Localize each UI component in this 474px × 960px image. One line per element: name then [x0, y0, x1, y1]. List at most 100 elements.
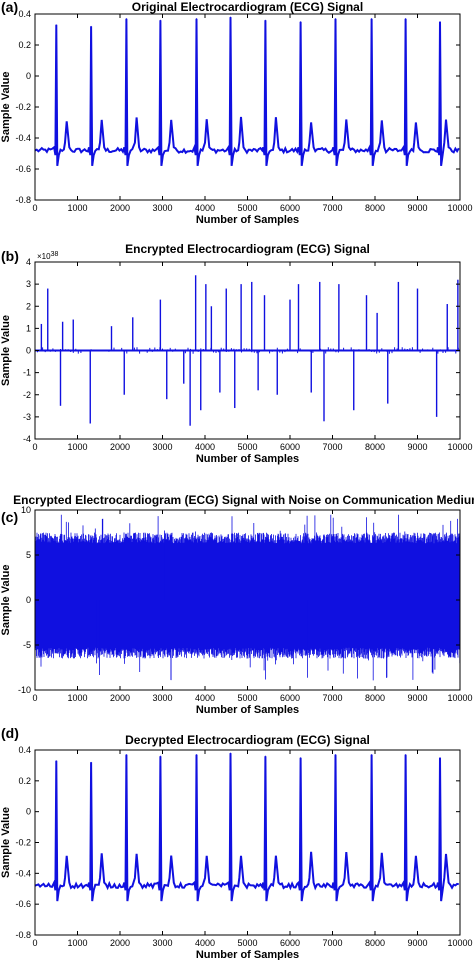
y-tick-label: -4 — [23, 434, 31, 444]
y-axis-label: Sample Value — [0, 565, 12, 636]
x-tick-label: 2000 — [110, 442, 130, 452]
r-peak-point — [264, 19, 266, 21]
chart-panel-3: (c) Encrypted Electrocardiogram (ECG) Sig… — [0, 493, 474, 716]
x-tick-label: 5000 — [237, 442, 257, 452]
y-tick-label: 3 — [26, 279, 31, 289]
r-peak-point — [334, 754, 336, 756]
x-tick-label: 4000 — [195, 203, 215, 213]
x-tick-label: 2000 — [110, 938, 130, 948]
panel-label: (c) — [1, 509, 18, 525]
x-tick-label: 6000 — [280, 938, 300, 948]
x-tick-label: 1000 — [67, 693, 87, 703]
r-peak-point — [125, 754, 127, 756]
x-tick-label: 7000 — [322, 203, 342, 213]
y-tick-label: 5 — [26, 550, 31, 560]
chart-panel-1: (a) Original Electrocardiogram (ECG) Sign… — [0, 0, 473, 226]
x-tick-label: 0 — [32, 938, 37, 948]
r-peak-point — [55, 24, 57, 26]
x-tick-label: 2000 — [110, 203, 130, 213]
axes-box — [34, 749, 461, 936]
y-multiplier-label: ×1038 — [37, 251, 58, 261]
y-tick-label: -0.6 — [15, 899, 31, 909]
axes-box — [34, 13, 461, 201]
x-tick-label: 4000 — [195, 442, 215, 452]
x-tick-label: 9000 — [407, 693, 427, 703]
x-tick-label: 6000 — [280, 693, 300, 703]
y-tick-label: 0.2 — [18, 776, 31, 786]
x-axis-label: Number of Samples — [196, 214, 299, 226]
panel-label: (b) — [1, 248, 19, 264]
r-peak-point — [334, 18, 336, 20]
y-axis-label: Sample Value — [0, 72, 12, 143]
x-tick-label: 2000 — [110, 693, 130, 703]
r-peak-point — [405, 754, 407, 756]
x-tick-label: 7000 — [322, 442, 342, 452]
x-tick-label: 0 — [32, 693, 37, 703]
x-tick-label: 8000 — [365, 938, 385, 948]
y-tick-label: 0 — [26, 71, 31, 81]
y-tick-label: 0.4 — [18, 9, 31, 19]
r-peak-point — [230, 16, 231, 18]
y-tick-label: 2 — [26, 301, 31, 311]
y-tick-label: -0.2 — [15, 838, 31, 848]
x-tick-label: 6000 — [280, 442, 300, 452]
r-peak-point — [371, 18, 373, 20]
x-axis-label: Number of Samples — [196, 453, 299, 465]
x-tick-label: 8000 — [365, 203, 385, 213]
r-peak-point — [300, 21, 302, 23]
y-tick-label: -0.4 — [15, 868, 31, 878]
x-tick-label: 3000 — [152, 442, 172, 452]
r-peak-point — [196, 18, 197, 20]
y-tick-label: -0.2 — [15, 102, 31, 112]
panel-label: (a) — [1, 0, 18, 15]
y-tick-label: -2 — [23, 390, 31, 400]
r-peak-point — [159, 19, 161, 21]
chart-panel-4: (d) Decrypted Electrocardiogram (ECG) Sig… — [0, 725, 473, 960]
y-tick-label: -3 — [23, 412, 31, 422]
chart-title: Encrypted Electrocardiogram (ECG) Signal… — [13, 493, 474, 507]
chart-title: Encrypted Electrocardiogram (ECG) Signal — [125, 242, 370, 256]
r-peak-point — [90, 25, 92, 27]
y-tick-label: -10 — [18, 685, 31, 695]
x-tick-label: 4000 — [195, 693, 215, 703]
y-tick-label: 1 — [26, 323, 31, 333]
x-tick-label: 8000 — [365, 693, 385, 703]
x-tick-label: 3000 — [152, 203, 172, 213]
x-tick-label: 1000 — [67, 442, 87, 452]
x-tick-label: 9000 — [407, 938, 427, 948]
x-tick-label: 6000 — [280, 203, 300, 213]
chart-title: Original Electrocardiogram (ECG) Signal — [132, 0, 363, 14]
x-axis-label: Number of Samples — [196, 949, 299, 960]
r-peak-point — [90, 761, 92, 763]
y-tick-label: 4 — [26, 257, 31, 267]
panel-label: (d) — [1, 725, 19, 741]
x-tick-label: 9000 — [407, 442, 427, 452]
near-zero-noise — [34, 347, 459, 354]
x-tick-label: 7000 — [322, 693, 342, 703]
y-tick-label: 0 — [26, 807, 31, 817]
r-peak-point — [300, 757, 302, 759]
r-peak-point — [125, 18, 127, 20]
y-tick-label: 0 — [26, 346, 31, 356]
r-peak-point — [439, 757, 441, 759]
r-peak-point — [439, 21, 441, 23]
y-tick-label: 10 — [21, 505, 31, 515]
y-tick-label: -0.4 — [15, 133, 31, 143]
y-exponent: 38 — [51, 251, 59, 258]
x-tick-label: 4000 — [195, 938, 215, 948]
y-tick-label: -0.8 — [15, 195, 31, 205]
noise-extremes — [35, 514, 460, 681]
r-peak-point — [264, 755, 266, 757]
x-tick-label: 7000 — [322, 938, 342, 948]
x-tick-label: 10000 — [447, 442, 472, 452]
y-tick-label: -1 — [23, 368, 31, 378]
y-tick-label: 0.4 — [18, 745, 31, 755]
chart-title: Decrypted Electrocardiogram (ECG) Signal — [125, 733, 370, 747]
r-peak-point — [371, 754, 373, 756]
chart-panel-2: (b) Encrypted Electrocardiogram (ECG) Sig… — [0, 242, 473, 465]
x-tick-label: 3000 — [152, 938, 172, 948]
x-tick-label: 0 — [32, 203, 37, 213]
r-peak-point — [405, 18, 407, 20]
x-tick-label: 10000 — [447, 203, 472, 213]
